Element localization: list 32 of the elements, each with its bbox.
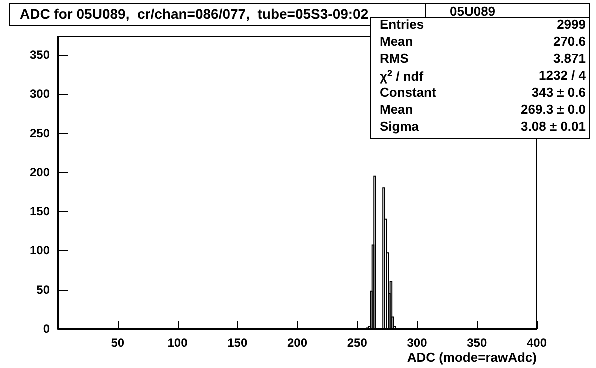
annotation: 3.08 ± 0.01 — [521, 119, 586, 134]
annotation: Sigma — [380, 119, 420, 134]
text: 2999 — [557, 17, 586, 32]
annotation: Mean — [380, 34, 414, 49]
y-tick-label: 200 — [30, 165, 50, 180]
y-tick-label: 50 — [36, 282, 50, 297]
text: 05U089 — [450, 4, 496, 19]
annotation: Constant — [380, 85, 437, 100]
x-tick-label: 300 — [407, 336, 428, 350]
text: 270.6 — [553, 34, 586, 49]
y-tick-label: 150 — [30, 204, 50, 219]
x-tick-label: 50 — [111, 336, 125, 350]
x-tick-label: 150 — [228, 336, 248, 350]
x-tick-label: 350 — [467, 336, 488, 350]
x-tick-label: 400 — [526, 336, 548, 350]
text: Entries — [380, 17, 424, 32]
text: 1232 / 4 — [539, 68, 587, 83]
y-tick-label: 250 — [30, 126, 50, 140]
annotation: 343 ± 0.6 — [532, 85, 586, 100]
chart-title: ADC for 05U089, cr/chan=086/077, tube=05S3-09:02 — [20, 6, 369, 22]
annotation: RMS — [380, 51, 410, 66]
x-tick-label: 200 — [287, 336, 308, 350]
annotation: 269.3 ± 0.0 — [521, 102, 586, 117]
x-tick-label: 100 — [168, 336, 188, 350]
y-tick-label: 100 — [30, 244, 50, 258]
x-tick-label: 250 — [347, 336, 368, 350]
annotation: Mean — [380, 102, 414, 117]
text: 3.871 — [553, 51, 586, 66]
y-tick-label: 0 — [43, 322, 50, 336]
x-axis-title: ADC (mode=rawAdc) — [407, 350, 537, 365]
y-tick-label: 300 — [30, 87, 50, 102]
y-tick-label: 350 — [30, 48, 50, 62]
